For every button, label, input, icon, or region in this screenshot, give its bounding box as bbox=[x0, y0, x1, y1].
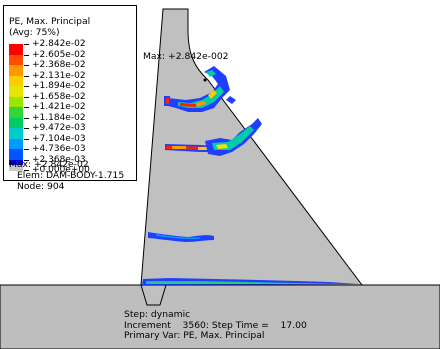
legend-tick bbox=[24, 86, 29, 87]
legend-value: +2.605e-02 bbox=[32, 49, 86, 60]
legend-swatch bbox=[9, 138, 23, 149]
legend-swatch bbox=[9, 165, 23, 171]
lower-crack bbox=[148, 232, 214, 242]
legend-value: +0.000e+00 bbox=[32, 165, 90, 175]
legend-swatch bbox=[9, 44, 23, 55]
legend-value: +1.658e-02 bbox=[32, 91, 86, 102]
legend-swatch bbox=[9, 86, 23, 97]
status-increment: Increment 3560: Step Time = 17.00 bbox=[124, 319, 307, 331]
legend-tick bbox=[24, 170, 29, 171]
middle-crack bbox=[165, 118, 262, 156]
legend-swatch bbox=[9, 149, 23, 160]
legend-tick bbox=[24, 138, 29, 140]
legend-tick bbox=[24, 128, 29, 129]
legend-value: +4.736e-03 bbox=[32, 144, 86, 154]
legend-max-node: Node: 904 bbox=[17, 181, 65, 192]
dam-body bbox=[140, 8, 364, 286]
contour-legend: PE, Max. Principal (Avg: 75%) +2.842e-02… bbox=[3, 5, 137, 192]
status-primary-var: Primary Var: PE, Max. Principal bbox=[124, 330, 265, 341]
legend-tick bbox=[24, 149, 29, 150]
legend-tick bbox=[24, 54, 29, 56]
legend-swatch bbox=[9, 96, 23, 107]
legend-value: +2.842e-02 bbox=[32, 39, 86, 49]
legend-swatch bbox=[9, 117, 23, 128]
legend-averaging: (Avg: 75%) bbox=[9, 27, 60, 38]
legend-tick bbox=[24, 75, 29, 77]
legend-value: +2.368e-03 bbox=[32, 154, 86, 165]
legend-value: +1.421e-02 bbox=[32, 102, 86, 112]
legend-tick bbox=[24, 159, 29, 161]
legend-tick bbox=[24, 44, 29, 45]
legend-value: +2.368e-02 bbox=[32, 60, 86, 70]
legend-title: PE, Max. Principal bbox=[9, 16, 91, 27]
legend-tick bbox=[24, 65, 29, 66]
legend-value: +9.472e-03 bbox=[32, 123, 86, 133]
legend-max-value: Max: +2.842e-02 bbox=[9, 159, 89, 170]
legend-swatch bbox=[9, 159, 23, 170]
base-crack-band bbox=[142, 278, 358, 285]
legend-value: +2.131e-02 bbox=[32, 70, 86, 81]
legend-value: +1.894e-02 bbox=[32, 81, 86, 91]
upper-crack bbox=[164, 66, 236, 112]
legend-swatch bbox=[9, 65, 23, 76]
legend-swatch bbox=[9, 107, 23, 118]
status-block: Step: dynamic Increment 3560: Step Time … bbox=[124, 309, 307, 342]
legend-tick bbox=[24, 107, 29, 108]
legend-tick bbox=[24, 117, 29, 119]
max-marker bbox=[203, 78, 207, 82]
legend-tick bbox=[24, 96, 29, 98]
status-step: Step: dynamic bbox=[124, 309, 191, 320]
max-value-annotation: Max: +2.842e-002 bbox=[143, 51, 229, 62]
legend-value: +1.184e-02 bbox=[32, 112, 86, 123]
legend-max-element: Elem: DAM-BODY-1.715 bbox=[17, 170, 125, 181]
dam-toe-notch bbox=[140, 284, 167, 306]
legend-swatch bbox=[9, 128, 23, 139]
legend-swatch bbox=[9, 75, 23, 86]
legend-value: +7.104e-03 bbox=[32, 133, 86, 144]
legend-swatch bbox=[9, 54, 23, 65]
